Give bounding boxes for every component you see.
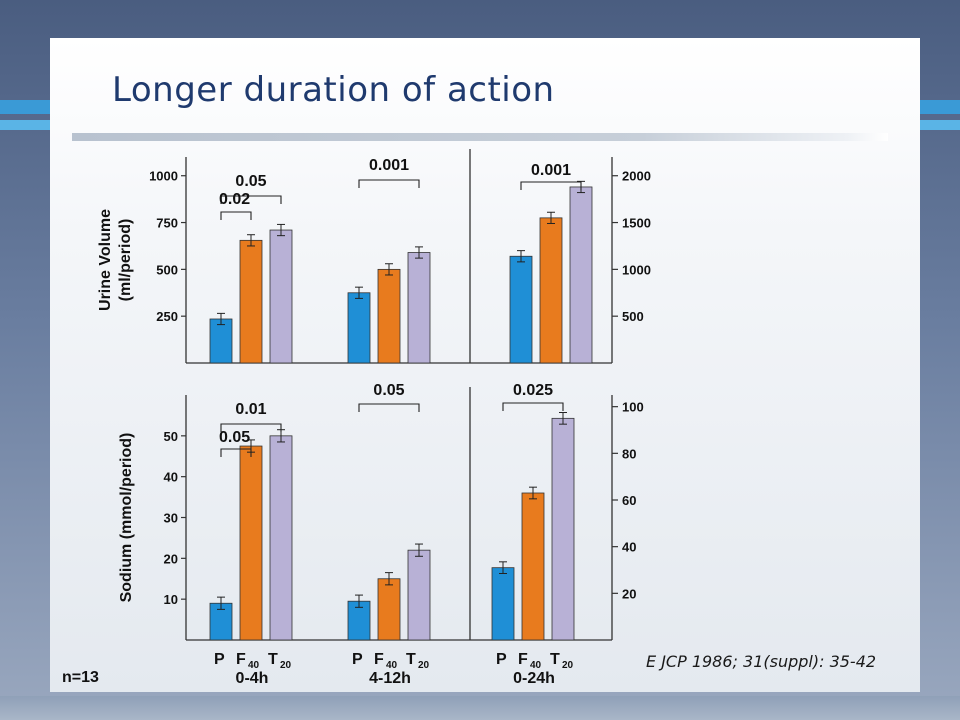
bar-0-24h-P [509,255,533,364]
x-label-T: T [550,651,560,668]
right-tick-label: 20 [622,586,636,601]
significance-label: 0.025 [513,382,553,399]
x-label-P: P [352,651,363,668]
sample-size: n=13 [62,669,99,686]
bar-4-12h-F40 [377,578,401,641]
significance-label: 0.01 [235,401,266,418]
y-axis-label-line1: Urine Volume [97,209,114,311]
y-axis-label-line2: (ml/period) [117,219,134,302]
left-tick-label: 50 [164,429,178,444]
left-tick-label: 750 [156,216,178,231]
bar-0-24h-F40 [521,492,545,641]
significance-bracket [220,211,252,220]
right-tick-label: 1500 [622,216,651,231]
right-tick-label: 2000 [622,169,651,184]
x-label-T-subscript: 20 [418,660,430,671]
left-tick-label: 10 [164,592,178,607]
right-tick-label: 100 [622,400,644,415]
x-label-T-subscript: 20 [562,660,574,671]
y-axis-label: Sodium (mmol/period) [118,433,135,603]
x-label-F: F [518,651,528,668]
significance-bracket [358,403,420,412]
significance-bracket [220,423,282,432]
right-tick-label: 500 [622,309,644,324]
x-label-period: 0-24h [513,670,555,687]
left-tick-label: 30 [164,511,178,526]
chart-panel-urine-volume: 250 500 750 1000 500 1000 1500 2000 Urine Volume… [97,149,651,364]
bar-0-4h-T20 [269,435,293,641]
bar-4-12h-T20 [407,549,431,641]
x-label-F-subscript: 40 [248,660,260,671]
footer-band [0,696,960,720]
x-label-period: 4-12h [369,670,411,687]
slide-title: Longer duration of action [112,70,555,110]
bar-0-24h-P [491,567,515,641]
bar-4-12h-F40 [377,268,401,364]
x-label-T-subscript: 20 [280,660,292,671]
x-label-P: P [496,651,507,668]
significance-label: 0.05 [373,382,404,399]
slide-panel [50,38,920,692]
chart-panel-sodium: 10 20 30 40 50 20 40 60 80 100 Sodium (mmol/period… [118,382,644,641]
right-tick-label: 1000 [622,262,651,277]
x-label-F: F [236,651,246,668]
bar-0-4h-P [209,318,233,364]
bar-0-4h-F40 [239,445,263,641]
x-label-F: F [374,651,384,668]
bar-0-24h-T20 [551,417,575,641]
significance-label: 0.05 [219,429,250,446]
x-label-T: T [268,651,278,668]
bar-4-12h-T20 [407,252,431,364]
significance-label: 0.001 [531,162,571,179]
right-tick-label: 40 [622,540,636,555]
significance-label: 0.001 [369,157,409,174]
citation: E JCP 1986; 31(suppl): 35-42 [646,652,877,671]
x-label-P: P [214,651,225,668]
x-label-T: T [406,651,416,668]
significance-label: 0.02 [219,191,250,208]
bar-0-24h-T20 [569,186,593,364]
left-tick-label: 20 [164,551,178,566]
significance-bracket [220,448,252,457]
left-tick-label: 40 [164,470,178,485]
bar-0-4h-T20 [269,229,293,364]
x-label-F-subscript: 40 [386,660,398,671]
left-tick-label: 1000 [149,169,178,184]
left-tick-label: 250 [156,309,178,324]
right-tick-label: 60 [622,493,636,508]
left-tick-label: 500 [156,262,178,277]
right-tick-label: 80 [622,446,636,461]
bar-0-4h-F40 [239,239,263,364]
significance-bracket [520,181,582,190]
significance-label: 0.05 [235,173,266,190]
x-label-period: 0-4h [236,670,269,687]
significance-bracket [220,195,282,204]
bar-0-24h-F40 [539,217,563,364]
significance-bracket [502,402,564,411]
significance-bracket [358,179,420,188]
x-label-F-subscript: 40 [530,660,542,671]
bar-4-12h-P [347,292,371,364]
title-underline [72,133,888,141]
